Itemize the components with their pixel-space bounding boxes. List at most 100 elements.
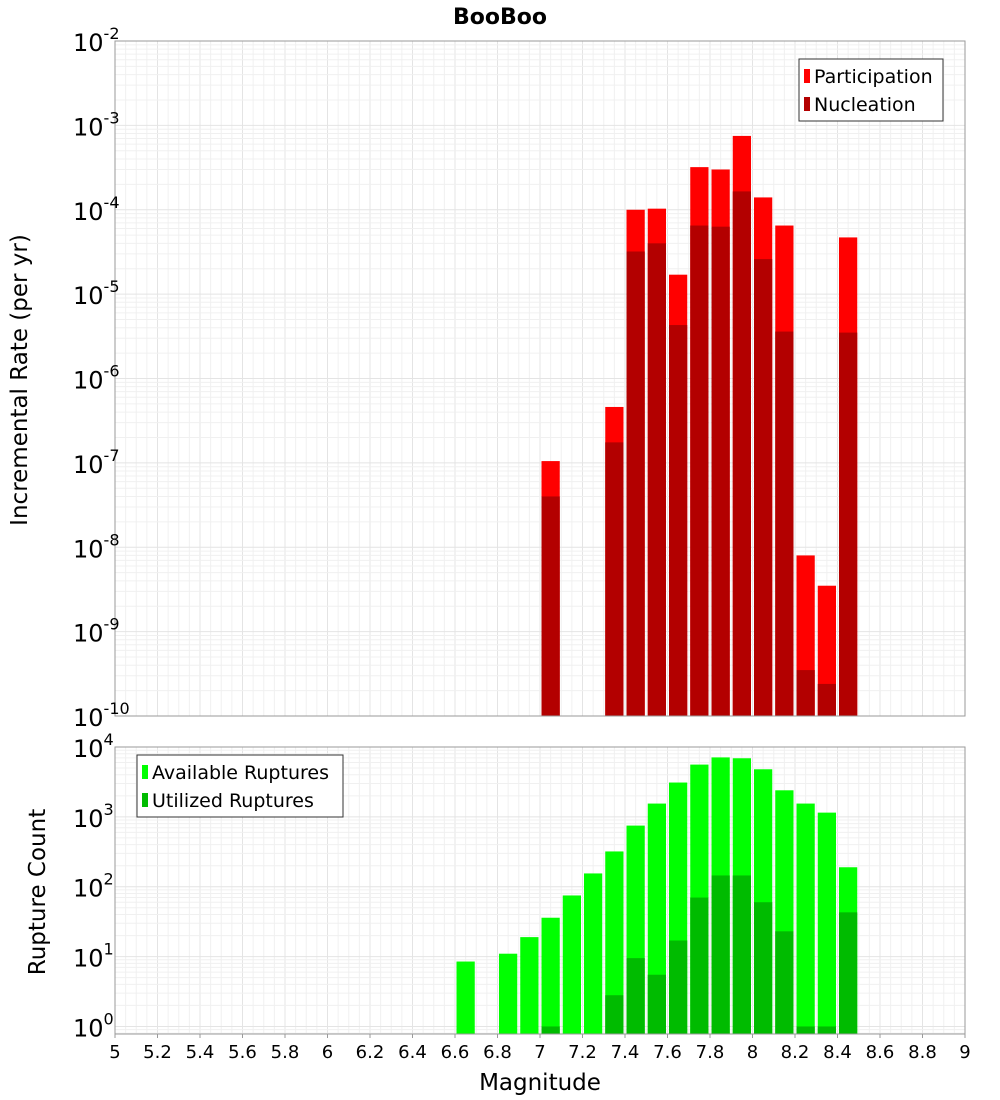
- bar-overlay-utilized-ruptures: [626, 958, 645, 1034]
- x-tick-label: 8.2: [781, 1042, 810, 1063]
- y-tick-label: 101: [73, 940, 114, 973]
- y-tick-label: 10-6: [73, 362, 120, 395]
- y-tick-exponent: 2: [104, 870, 114, 889]
- x-tick-label: 5.4: [186, 1042, 215, 1063]
- bar-overlay-nucleation: [669, 325, 688, 716]
- y-tick-base: 10: [73, 1014, 104, 1042]
- y-tick-exponent: -8: [104, 530, 120, 549]
- bar-overlay-utilized-ruptures: [732, 875, 751, 1034]
- bar-overlay-utilized-ruptures: [541, 1026, 560, 1034]
- x-tick-label: 8.8: [908, 1042, 937, 1063]
- bar-overlay-nucleation: [796, 670, 815, 716]
- count-axis-ylabel: Rupture Count: [25, 809, 51, 975]
- bar-available-ruptures: [796, 803, 815, 1034]
- legend-label: Available Ruptures: [152, 762, 329, 784]
- y-tick-exponent: 4: [104, 730, 114, 749]
- x-tick-label: 8.4: [823, 1042, 852, 1063]
- bar-available-ruptures: [584, 873, 603, 1034]
- bar-overlay-nucleation: [839, 332, 858, 716]
- y-tick-label: 10-7: [73, 446, 120, 479]
- x-tick-label: 5.8: [271, 1042, 300, 1063]
- y-tick-base: 10: [73, 113, 104, 141]
- bar-overlay-nucleation: [711, 226, 730, 716]
- legend: Available Ruptures Utilized Ruptures: [136, 754, 344, 818]
- y-tick-label: 10-5: [73, 277, 120, 310]
- y-tick-label: 10-3: [73, 108, 120, 141]
- y-tick-exponent: -5: [104, 277, 120, 296]
- rate-panel: 10-1010-910-810-710-610-510-410-310-2Par…: [73, 24, 966, 732]
- magnitude-axis-xlabel: Magnitude: [479, 1070, 601, 1096]
- bar-available-ruptures: [499, 953, 518, 1034]
- bar-participation: [817, 585, 836, 716]
- bar-overlay-utilized-ruptures: [754, 902, 773, 1034]
- legend-label: Participation: [814, 66, 933, 88]
- bar-available-ruptures: [456, 961, 475, 1034]
- y-tick-exponent: -2: [104, 24, 120, 43]
- bar-overlay-utilized-ruptures: [669, 940, 688, 1034]
- bar-available-ruptures: [520, 937, 539, 1034]
- bar-available-ruptures: [605, 851, 624, 1034]
- x-tick-label: 6.8: [483, 1042, 512, 1063]
- bar-overlay-nucleation: [775, 331, 794, 716]
- bar-available-ruptures: [562, 895, 581, 1034]
- bar-overlay-utilized-ruptures: [711, 875, 730, 1034]
- x-tick-label: 7: [534, 1042, 545, 1063]
- y-tick-base: 10: [73, 805, 104, 833]
- y-tick-label: 103: [73, 800, 114, 833]
- x-tick-label: 8: [747, 1042, 758, 1063]
- y-tick-base: 10: [73, 451, 104, 479]
- x-tick-label: 6: [322, 1042, 333, 1063]
- x-tick-label: 8.6: [866, 1042, 895, 1063]
- x-tick-label: 7.2: [568, 1042, 597, 1063]
- bar-overlay-nucleation: [817, 683, 836, 716]
- y-tick-base: 10: [73, 735, 104, 763]
- legend: Participation Nucleation: [798, 58, 944, 122]
- plot-frame: [114, 40, 966, 717]
- y-tick-label: 10-4: [73, 193, 120, 226]
- legend-label: Nucleation: [814, 94, 916, 116]
- bar-overlay-utilized-ruptures: [690, 897, 709, 1034]
- bar-available-ruptures: [817, 812, 836, 1034]
- y-tick-exponent: -3: [104, 108, 120, 127]
- y-tick-exponent: 0: [104, 1009, 114, 1028]
- y-tick-exponent: 1: [104, 940, 114, 959]
- y-tick-base: 10: [73, 535, 104, 563]
- legend-label: Utilized Ruptures: [152, 790, 314, 812]
- y-tick-label: 10-9: [73, 615, 120, 648]
- legend-box: [798, 58, 944, 122]
- bar-available-ruptures: [541, 917, 560, 1034]
- x-tick-label: 7.8: [696, 1042, 725, 1063]
- bar-overlay-nucleation: [605, 442, 624, 716]
- y-tick-base: 10: [73, 945, 104, 973]
- y-tick-base: 10: [73, 29, 104, 57]
- x-tick-label: 6.2: [356, 1042, 385, 1063]
- y-tick-exponent: -10: [104, 699, 130, 718]
- y-tick-exponent: -7: [104, 446, 120, 465]
- bar-overlay-nucleation: [754, 259, 773, 716]
- y-tick-exponent: -6: [104, 362, 120, 381]
- bar-overlay-utilized-ruptures: [839, 912, 858, 1034]
- bar-overlay-utilized-ruptures: [796, 1026, 815, 1034]
- bar-overlay-nucleation: [626, 251, 645, 716]
- y-tick-base: 10: [73, 282, 104, 310]
- x-tick-label: 7.4: [611, 1042, 640, 1063]
- bar-overlay-nucleation: [732, 191, 751, 717]
- x-tick-label: 9: [959, 1042, 970, 1063]
- y-tick-base: 10: [73, 620, 104, 648]
- y-tick-exponent: 3: [104, 800, 114, 819]
- legend-swatch: [804, 97, 810, 111]
- y-tick-exponent: -9: [104, 615, 120, 634]
- legend-swatch: [142, 765, 148, 779]
- x-tick-label: 5: [109, 1042, 120, 1063]
- x-tick-label: 7.6: [653, 1042, 682, 1063]
- bar-overlay-utilized-ruptures: [775, 931, 794, 1034]
- bar-overlay-utilized-ruptures: [605, 995, 624, 1034]
- y-tick-exponent: -4: [104, 193, 120, 212]
- x-tick-label: 5.6: [228, 1042, 257, 1063]
- x-tick-label: 5.2: [143, 1042, 172, 1063]
- y-tick-base: 10: [73, 704, 104, 732]
- bar-overlay-utilized-ruptures: [647, 974, 666, 1034]
- x-tick-label: 6.6: [441, 1042, 470, 1063]
- bar-overlay-nucleation: [690, 225, 709, 716]
